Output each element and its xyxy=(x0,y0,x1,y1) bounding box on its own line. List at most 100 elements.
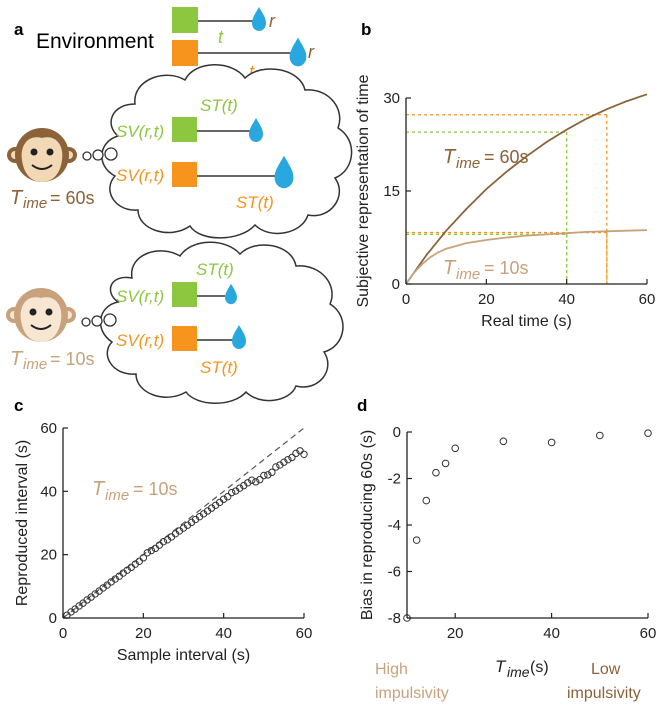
y-tick-label: 0 xyxy=(49,610,57,627)
small-reward-drop-icon xyxy=(252,7,266,31)
data-point xyxy=(223,493,232,501)
reward-label-large: r xyxy=(308,42,315,62)
data-point xyxy=(248,476,256,484)
d-xlabel-t: T xyxy=(495,657,507,676)
data-point xyxy=(300,450,308,458)
high-impulsivity-line1: High xyxy=(375,661,408,678)
low-impulsivity-line2: impulsivity xyxy=(567,685,641,702)
monkey-60-t: T xyxy=(10,187,24,209)
data-point xyxy=(451,444,460,453)
axes-c: 0 20 40 60 0 20 40 60 Sample interval (s) Reprodu… xyxy=(14,420,312,664)
x-tick-label: 40 xyxy=(543,625,560,642)
data-point xyxy=(288,453,296,462)
identity-line xyxy=(62,427,305,619)
axes-b: 0 20 40 60 0 15 30 Real time (s) Subjective repr… xyxy=(355,74,655,330)
orange-option-square-60 xyxy=(172,162,197,187)
ann-c-sub: ime xyxy=(105,487,129,504)
data-point xyxy=(412,536,421,544)
thought-dot xyxy=(103,313,117,327)
data-point xyxy=(219,495,228,503)
x-tick-label: 0 xyxy=(59,625,67,642)
y-tick-label: 30 xyxy=(383,90,400,107)
x-tick-label: 0 xyxy=(402,291,410,308)
panel-b: b 0 20 40 60 0 15 30 Real time (s) Subjective re… xyxy=(355,20,655,330)
panel-c: c 0 20 40 60 0 20 40 60 Sample interval (s) Repro… xyxy=(14,396,312,664)
x-axis-label: Real time (s) xyxy=(481,313,572,330)
large-reward-drop-icon xyxy=(289,37,307,67)
x-axis-label: Sample interval (s) xyxy=(117,647,250,664)
data-point xyxy=(159,537,168,546)
ann-c-eq: = 10s xyxy=(133,479,178,499)
scatter-d xyxy=(403,429,652,622)
y-tick-label: -6 xyxy=(388,564,401,581)
monkey-60-eq: = 60s xyxy=(50,188,95,208)
green-option-square-10 xyxy=(172,282,197,307)
data-point xyxy=(596,431,604,440)
y-tick-label: 40 xyxy=(40,483,57,500)
monkey-60-sub: ime xyxy=(23,195,47,212)
ann-60-t: T xyxy=(443,146,457,168)
x-tick-label: 20 xyxy=(478,291,495,308)
x-tick-label: 40 xyxy=(215,625,232,642)
thought-bubble-10s xyxy=(99,241,344,404)
st-label-green-60: ST(t) xyxy=(200,96,238,115)
y-tick-label: -4 xyxy=(388,517,401,534)
monkey-low-time-icon xyxy=(6,288,76,342)
data-point xyxy=(280,458,288,466)
d-xlabel-unit: (s) xyxy=(530,659,549,676)
high-impulsivity-line2: impulsivity xyxy=(375,685,449,702)
panel-c-label: c xyxy=(14,396,23,415)
data-point xyxy=(228,488,236,497)
y-tick-label: -2 xyxy=(388,471,401,488)
curve-time-60s xyxy=(405,93,648,285)
y-tick-label: 20 xyxy=(40,547,57,564)
monkey-10-t: T xyxy=(10,348,24,370)
data-point xyxy=(644,429,652,437)
ann-10-t: T xyxy=(443,257,457,279)
axes-d: 20 40 60 0 -2 -4 -6 -8 Bias in reproducing 60s (… xyxy=(359,424,656,642)
curve-time-10s xyxy=(405,229,648,285)
data-point xyxy=(272,463,280,471)
time-curves xyxy=(405,93,648,285)
data-point xyxy=(236,484,244,492)
thought-bubble-60s xyxy=(101,64,353,239)
delay-label-long: t xyxy=(249,62,255,82)
data-point xyxy=(244,479,252,487)
data-point xyxy=(139,554,148,562)
ann-c-t: T xyxy=(92,478,106,500)
sv-label-green-60: SV(r,t) xyxy=(116,122,164,141)
thought-dot xyxy=(91,315,103,327)
sv-label-orange-60: SV(r,t) xyxy=(116,166,164,185)
data-point xyxy=(441,459,450,468)
data-point xyxy=(268,468,276,477)
data-point xyxy=(143,549,152,557)
data-point xyxy=(432,468,440,477)
delay-label-short: t xyxy=(218,27,224,47)
thought-dot xyxy=(81,317,91,327)
reward-label-small: r xyxy=(269,11,276,31)
st-label-green-10: ST(t) xyxy=(196,260,234,279)
st-label-orange-60: ST(t) xyxy=(236,193,274,212)
data-point xyxy=(256,475,264,484)
sv-label-green-10: SV(r,t) xyxy=(116,287,164,306)
monkey-10-sub: ime xyxy=(23,356,47,373)
x-tick-label: 20 xyxy=(447,625,464,642)
panel-a: a Environment r t r t ST(t) SV(r,t) SV(r… xyxy=(6,7,353,404)
y-tick-label: 0 xyxy=(393,424,401,441)
y-tick-label: -8 xyxy=(388,610,401,627)
panel-b-label: b xyxy=(361,20,371,39)
x-tick-label: 60 xyxy=(639,291,656,308)
green-option-square-60 xyxy=(172,117,197,142)
x-tick-label: 20 xyxy=(135,625,152,642)
panel-a-label: a xyxy=(14,20,24,39)
y-axis-label: Reproduced interval (s) xyxy=(14,440,31,606)
st-label-orange-10: ST(t) xyxy=(200,358,238,377)
orange-option-square xyxy=(172,40,198,66)
x-tick-label: 60 xyxy=(640,625,657,642)
panel-d: d 20 40 60 0 -2 -4 -6 -8 Bias in reproducing 60s… xyxy=(357,396,656,702)
d-xlabel-sub: ime xyxy=(507,664,530,680)
green-option-square xyxy=(172,7,198,33)
x-tick-label: 60 xyxy=(296,625,313,642)
ann-10-sub: ime xyxy=(456,266,480,283)
